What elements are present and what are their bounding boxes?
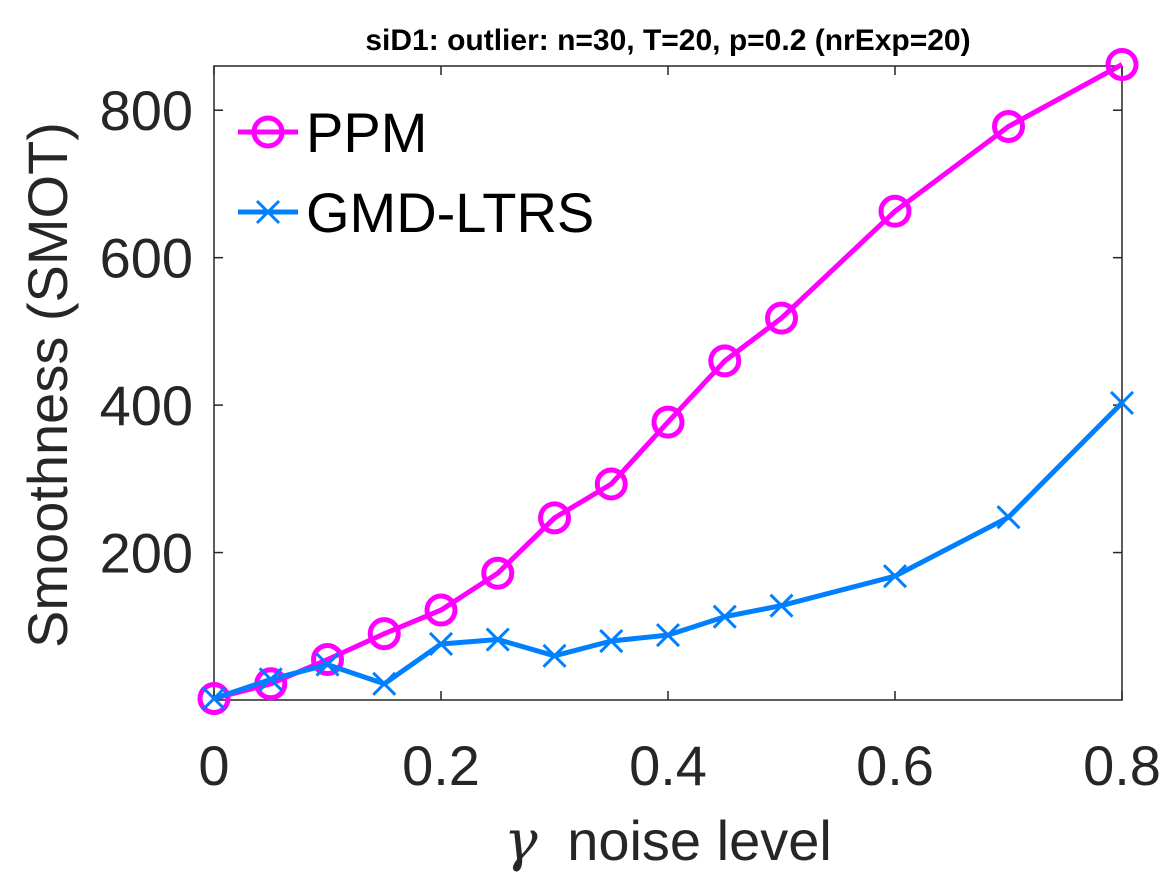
data-point-gmd-ltrs — [655, 623, 681, 648]
data-point-ppm — [197, 682, 231, 716]
series-line-gmd-ltrs — [213, 401, 1124, 701]
data-point-gmd-ltrs — [258, 667, 283, 692]
data-point-gmd-ltrs — [485, 627, 510, 652]
chart-title: siD1: outlier: n=30, T=20, p=0.2 (nrExp=… — [365, 24, 970, 57]
data-point-gmd-ltrs — [599, 628, 624, 654]
data-point-gmd-ltrs-stroke — [201, 686, 227, 711]
data-point-gmd-ltrs — [769, 593, 794, 618]
data-point-gmd-ltrs — [882, 564, 908, 589]
data-point-gmd-ltrs-stroke — [996, 505, 1021, 530]
data-point-ppm — [538, 501, 571, 535]
data-point-gmd-ltrs-stroke — [428, 631, 454, 657]
y-tick-label: 400 — [100, 374, 193, 437]
ticks: 0 0.2 0.4 0.6 0.8 200 400 600 800 — [100, 66, 1161, 797]
series-gmd-ltrs — [201, 390, 1135, 711]
legend-marker-ppm — [251, 115, 285, 149]
x-tick-label: 0.6 — [856, 734, 934, 797]
x-axis-label-symbol: γ — [504, 809, 538, 874]
legend: PPM GMD-LTRS — [238, 101, 594, 244]
data-point-gmd-ltrs-stroke — [485, 627, 510, 652]
data-point-gmd-ltrs-stroke — [315, 652, 340, 677]
data-point-gmd-ltrs-stroke — [882, 564, 908, 589]
legend-label-ppm: PPM — [306, 101, 427, 164]
x-tick-label: 0.8 — [1083, 734, 1161, 797]
data-point-gmd-ltrs-stroke — [599, 628, 624, 654]
data-point-ppm — [424, 593, 458, 627]
legend-marker-gmd-ltrs-stroke — [255, 199, 281, 225]
legend-label-gmd-ltrs: GMD-LTRS — [306, 181, 594, 244]
x-axis-label: γ noise level — [504, 809, 832, 874]
data-point-gmd-ltrs-stroke — [372, 671, 397, 696]
y-tick-label: 200 — [100, 522, 193, 585]
y-tick-label: 800 — [100, 79, 193, 142]
data-point-ppm — [367, 617, 401, 651]
y-axis-label: Smoothness (SMOT) — [16, 122, 79, 648]
y-tick-label: 600 — [100, 227, 193, 290]
x-axis-label-text: noise level — [567, 809, 832, 872]
x-tick-label: 0.2 — [402, 734, 480, 797]
data-point-ppm — [992, 109, 1025, 143]
data-point-gmd-ltrs-stroke — [542, 643, 567, 668]
data-point-ppm — [878, 194, 912, 228]
x-tick-label: 0.4 — [629, 734, 707, 797]
data-point-ppm — [1105, 48, 1139, 82]
series-layer — [197, 48, 1139, 716]
data-point-gmd-ltrs — [1109, 390, 1135, 415]
data-point-gmd-ltrs-stroke — [712, 604, 737, 629]
data-point-ppm — [708, 344, 742, 378]
data-point-gmd-ltrs-stroke — [655, 623, 681, 648]
data-point-ppm — [765, 301, 798, 335]
data-point-ppm — [481, 556, 515, 590]
data-point-gmd-ltrs — [201, 686, 227, 711]
data-point-gmd-ltrs — [542, 643, 567, 668]
data-point-ppm — [594, 467, 628, 501]
data-point-gmd-ltrs — [428, 631, 454, 657]
legend-marker-gmd-ltrs — [255, 199, 281, 225]
data-point-gmd-ltrs — [315, 652, 340, 677]
data-point-gmd-ltrs — [372, 671, 397, 696]
data-point-gmd-ltrs — [712, 604, 737, 629]
data-point-ppm — [311, 642, 344, 676]
data-point-ppm — [651, 405, 685, 439]
data-point-gmd-ltrs — [996, 505, 1021, 530]
data-point-gmd-ltrs-stroke — [1109, 390, 1135, 415]
x-tick-label: 0 — [198, 734, 229, 797]
data-point-gmd-ltrs-stroke — [258, 667, 283, 692]
data-point-gmd-ltrs-stroke — [769, 593, 794, 618]
